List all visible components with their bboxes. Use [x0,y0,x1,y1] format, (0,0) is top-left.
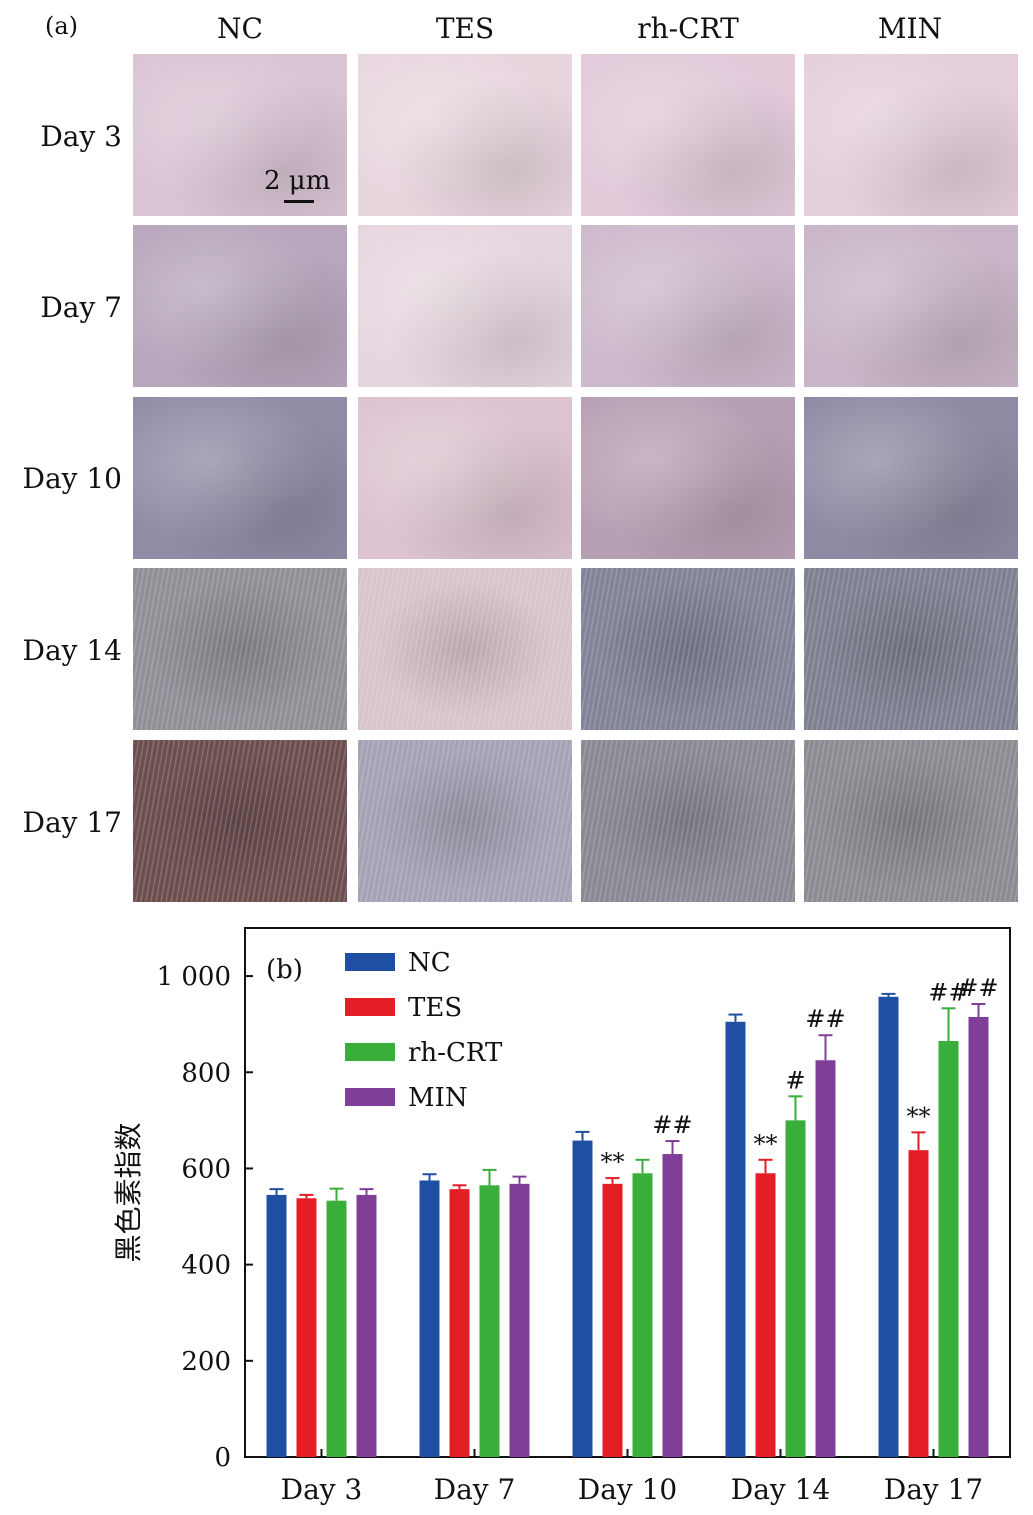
y-tick-label: 1 000 [157,962,231,992]
bar [815,1060,836,1457]
legend-swatch [345,953,395,971]
y-tick-label: 0 [214,1443,231,1473]
y-tick-label: 800 [181,1058,231,1088]
significance-marker: ## [958,974,998,1002]
significance-marker: # [785,1066,805,1094]
legend-swatch [345,1088,395,1106]
bar [968,1016,989,1457]
legend-swatch [345,998,395,1016]
x-tick-label: Day 10 [578,1473,678,1506]
legend-swatch [345,1043,395,1061]
x-tick-label: Day 3 [281,1473,363,1506]
bar [755,1173,776,1457]
skin-photo [804,54,1018,216]
y-tick-label: 400 [181,1251,231,1281]
column-header-tes: TES [435,12,495,45]
melanin-index-bar-chart: 0 200 400 600 800 1 000 黑色素指数 (b) Day 3 Day 7 Day … [112,927,1011,1506]
skin-photo [358,568,572,730]
legend-label: MIN [408,1083,468,1113]
skin-photo [133,225,347,387]
legend-label: rh-CRT [408,1038,503,1068]
skin-photo [581,225,795,387]
column-header-nc: NC [217,12,263,45]
bar [449,1189,470,1457]
column-header-min: MIN [877,12,943,45]
bar [908,1150,929,1457]
panel-b-label: (b) [266,955,303,985]
skin-photo [133,54,347,216]
bar [356,1194,377,1457]
skin-photo [581,54,795,216]
legend-label: NC [408,948,451,978]
bar [662,1154,683,1457]
skin-photo [133,397,347,559]
significance-marker: ## [928,978,968,1006]
y-tick-label: 200 [181,1347,231,1377]
bar [266,1194,287,1457]
skin-photo [581,740,795,902]
x-tick-label: Day 7 [434,1473,516,1506]
bar [785,1120,806,1457]
skin-photo [804,568,1018,730]
skin-photo [804,397,1018,559]
skin-photo [358,397,572,559]
bar [296,1198,317,1457]
y-tick-label: 600 [181,1154,231,1184]
bar [509,1183,530,1457]
bar [479,1185,500,1457]
panel-a-label: (a) [45,12,79,40]
skin-photo [804,740,1018,902]
significance-marker: ** [601,1148,625,1176]
row-header-day-3: Day 3 [40,120,122,153]
scale-bar [284,200,314,203]
significance-marker: ** [754,1130,778,1158]
bar [572,1140,593,1457]
row-header-day-17: Day 17 [22,806,123,839]
skin-photo [358,740,572,902]
bar [326,1200,347,1457]
bar [419,1180,440,1457]
row-header-day-10: Day 10 [22,462,123,495]
significance-marker: ## [805,1005,845,1033]
bar [602,1183,623,1457]
row-header-day-7: Day 7 [40,291,122,324]
bar [938,1041,959,1457]
skin-photo [358,225,572,387]
skin-photo [581,568,795,730]
skin-photo [804,225,1018,387]
skin-photo [133,740,347,902]
column-header-rh-crt: rh-CRT [637,12,739,45]
bar [878,996,899,1457]
scale-bar-label: 2 μm [264,166,331,196]
significance-marker: ** [907,1102,931,1130]
skin-photo [358,54,572,216]
x-tick-label: Day 14 [731,1473,831,1506]
row-header-day-14: Day 14 [22,634,123,667]
x-tick-label: Day 17 [884,1473,984,1506]
bar [632,1173,653,1457]
y-axis-label: 黑色素指数 [112,1122,145,1262]
skin-photo [581,397,795,559]
bar [725,1021,746,1457]
legend-label: TES [408,993,462,1023]
significance-marker: ## [652,1111,692,1139]
skin-photo [133,568,347,730]
